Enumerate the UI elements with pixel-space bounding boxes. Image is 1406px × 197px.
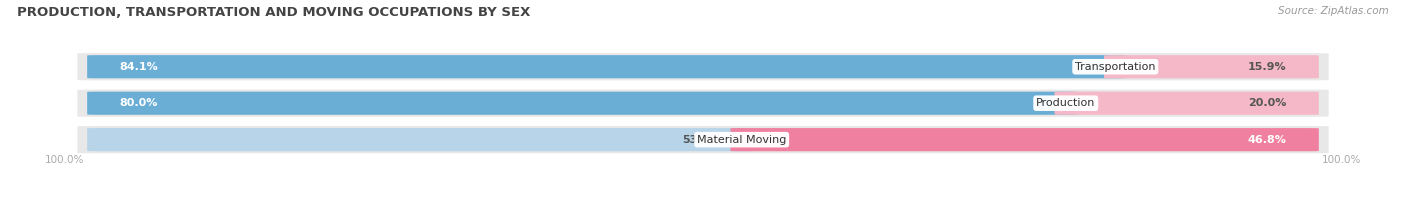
FancyBboxPatch shape <box>77 126 1329 153</box>
Text: Production: Production <box>1036 98 1095 108</box>
FancyBboxPatch shape <box>1104 55 1319 78</box>
FancyBboxPatch shape <box>87 92 1077 115</box>
Text: 53.2%: 53.2% <box>682 135 721 145</box>
Text: 100.0%: 100.0% <box>1322 155 1361 165</box>
Text: 15.9%: 15.9% <box>1249 62 1286 72</box>
Text: Transportation: Transportation <box>1076 62 1156 72</box>
Text: Material Moving: Material Moving <box>697 135 786 145</box>
FancyBboxPatch shape <box>87 55 1126 78</box>
Text: 84.1%: 84.1% <box>120 62 159 72</box>
Text: 100.0%: 100.0% <box>45 155 84 165</box>
Text: 80.0%: 80.0% <box>120 98 157 108</box>
Text: Source: ZipAtlas.com: Source: ZipAtlas.com <box>1278 6 1389 16</box>
Text: 20.0%: 20.0% <box>1249 98 1286 108</box>
FancyBboxPatch shape <box>1054 92 1319 115</box>
Text: PRODUCTION, TRANSPORTATION AND MOVING OCCUPATIONS BY SEX: PRODUCTION, TRANSPORTATION AND MOVING OC… <box>17 6 530 19</box>
FancyBboxPatch shape <box>731 128 1319 151</box>
FancyBboxPatch shape <box>77 89 1329 117</box>
Text: 46.8%: 46.8% <box>1247 135 1286 145</box>
FancyBboxPatch shape <box>77 53 1329 80</box>
FancyBboxPatch shape <box>87 128 754 151</box>
